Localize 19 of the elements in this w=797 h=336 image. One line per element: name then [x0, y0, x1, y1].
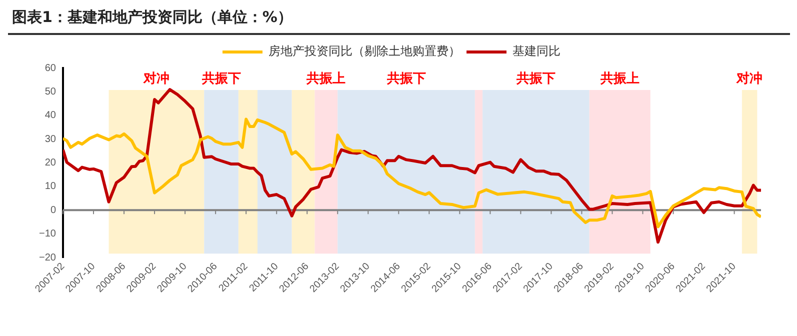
y-tick-label: 40 — [44, 110, 56, 122]
band-label: 对冲 — [142, 71, 170, 86]
band-label: 对冲 — [736, 71, 763, 86]
band-label: 共振下 — [515, 71, 556, 86]
band-label: 共振下 — [200, 71, 241, 86]
y-tick-label: −20 — [39, 252, 56, 264]
y-tick-label: −10 — [39, 228, 56, 240]
band-label: 共振上 — [599, 71, 640, 86]
band-label: 共振上 — [306, 71, 346, 86]
y-tick-label: 20 — [44, 158, 56, 169]
legend-label: 基建同比 — [512, 44, 560, 58]
y-tick-label: 60 — [44, 62, 56, 74]
y-tick-label: 30 — [44, 134, 56, 145]
y-tick-label: 50 — [44, 86, 56, 98]
y-tick-label: 10 — [44, 181, 56, 192]
y-tick-label: 0 — [50, 204, 56, 216]
band-label: 共振下 — [386, 71, 426, 86]
chart-title: 图表1：基建和地产投资同比（单位：%） — [8, 8, 790, 35]
legend-label: 房地产投资同比（剔除土地购置费） — [268, 44, 460, 58]
